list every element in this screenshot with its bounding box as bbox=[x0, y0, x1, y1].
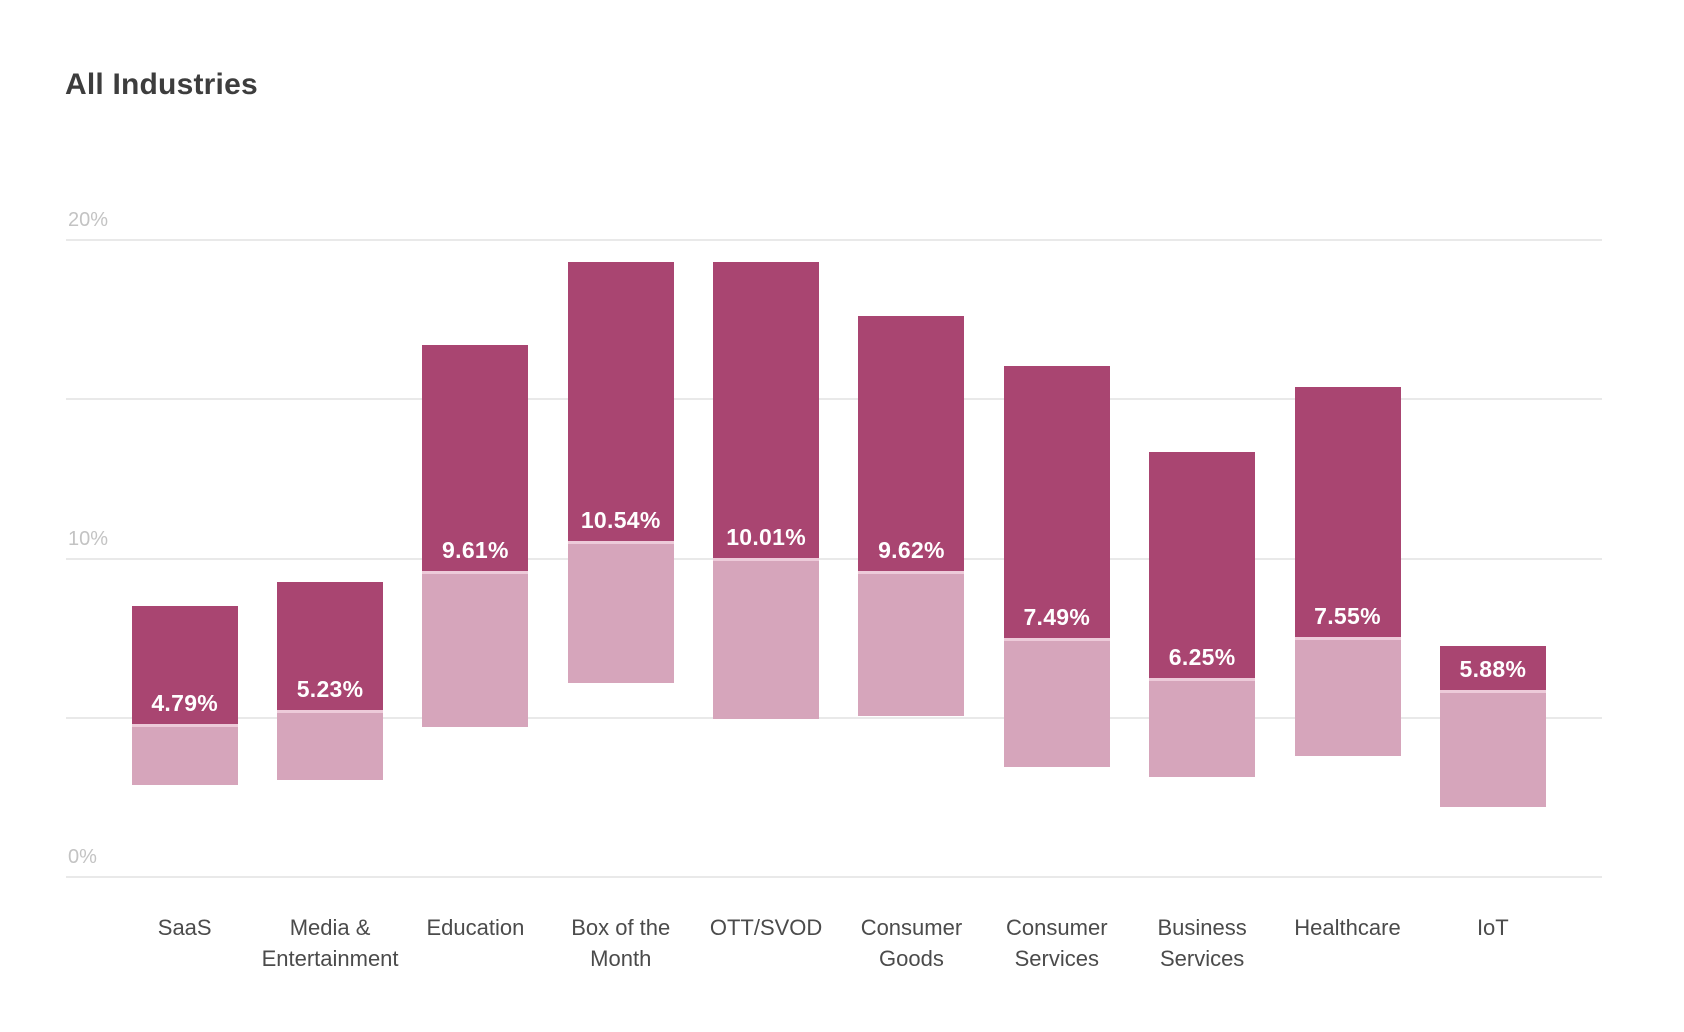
x-axis-label-line: OTT/SVOD bbox=[709, 915, 823, 940]
gridline-15pct bbox=[66, 398, 1602, 401]
x-axis-label-consumer-services: Consumer Services bbox=[962, 912, 1152, 974]
x-axis-label-line: Healthcare bbox=[1294, 915, 1401, 940]
x-axis-label-line: Month bbox=[590, 946, 652, 971]
bar-upper-segment-box-of-the-month[interactable]: 10.54% bbox=[567, 262, 674, 542]
bar-value-label-consumer-goods: 9.62% bbox=[878, 536, 945, 563]
x-axis-label-consumer-goods: Consumer Goods bbox=[816, 912, 1006, 974]
x-axis-label-line: Services bbox=[1014, 946, 1099, 971]
bar-value-label-iot: 5.88% bbox=[1459, 655, 1527, 682]
chart-title: All Industries bbox=[65, 68, 258, 101]
x-axis-label-line: Box of the bbox=[571, 915, 671, 940]
x-axis-label-line: SaaS bbox=[157, 915, 212, 940]
y-axis-tick-label-10pct: 10% bbox=[68, 527, 109, 550]
bar-lower-segment-iot[interactable] bbox=[1439, 689, 1546, 807]
bar-upper-segment-consumer-goods[interactable]: 9.62% bbox=[858, 316, 965, 571]
bar-value-label-media-entertainment: 5.23% bbox=[296, 676, 364, 703]
gridline-20pct bbox=[66, 239, 1602, 241]
bar-value-label-box-of-the-month: 10.54% bbox=[580, 507, 661, 534]
bar-lower-segment-consumer-services[interactable] bbox=[1003, 638, 1110, 768]
bar-value-label-consumer-services: 7.49% bbox=[1023, 604, 1091, 631]
bar-value-label-business-services: 6.25% bbox=[1168, 643, 1236, 670]
x-axis-label-education: Education bbox=[380, 912, 570, 943]
bar-lower-segment-saas[interactable] bbox=[131, 724, 238, 785]
bar-lower-segment-consumer-goods[interactable] bbox=[858, 570, 965, 717]
x-axis-label-saas: SaaS bbox=[90, 912, 280, 943]
x-axis-label-line: Business bbox=[1157, 915, 1247, 940]
bar-lower-segment-healthcare[interactable] bbox=[1294, 636, 1401, 756]
x-axis-label-iot: IoT bbox=[1398, 912, 1588, 943]
bar-value-label-ott-svod: 10.01% bbox=[726, 524, 806, 551]
bar-upper-segment-healthcare[interactable]: 7.55% bbox=[1294, 386, 1401, 637]
y-axis-tick-label-20pct: 20% bbox=[68, 209, 109, 231]
bar-lower-segment-business-services[interactable] bbox=[1149, 677, 1256, 777]
x-axis-label-line: Education bbox=[426, 915, 525, 940]
y-axis-tick-label-0pct: 0% bbox=[68, 846, 97, 868]
x-axis-label-ott-svod: OTT/SVOD bbox=[671, 912, 861, 943]
bar-lower-segment-education[interactable] bbox=[422, 570, 529, 728]
bar-lower-segment-box-of-the-month[interactable] bbox=[567, 541, 674, 683]
bar-upper-segment-media-entertainment[interactable]: 5.23% bbox=[277, 582, 384, 711]
x-axis-label-line: Entertainment bbox=[261, 946, 399, 971]
x-axis-label-media-entertainment: Media & Entertainment bbox=[235, 912, 425, 974]
x-axis-label-business-services: Business Services bbox=[1107, 912, 1297, 974]
x-axis-label-box-of-the-month: Box of the Month bbox=[526, 912, 716, 974]
x-axis-label-line: Consumer bbox=[1006, 915, 1108, 940]
x-axis-label-line: Goods bbox=[879, 946, 944, 971]
bar-value-label-healthcare: 7.55% bbox=[1314, 602, 1381, 629]
bar-upper-segment-business-services[interactable]: 6.25% bbox=[1149, 451, 1256, 678]
x-axis-label-line: IoT bbox=[1476, 915, 1509, 940]
bar-upper-segment-saas[interactable]: 4.79% bbox=[131, 606, 238, 725]
x-axis-label-line: Services bbox=[1159, 946, 1245, 971]
gridline-0pct bbox=[66, 876, 1602, 878]
bar-value-label-saas: 4.79% bbox=[151, 690, 219, 717]
x-axis-label-line: Media & bbox=[289, 915, 371, 940]
x-axis-label-healthcare: Healthcare bbox=[1253, 912, 1443, 943]
bar-upper-segment-education[interactable]: 9.61% bbox=[422, 345, 529, 571]
bar-value-label-education: 9.61% bbox=[442, 536, 509, 563]
bar-lower-segment-media-entertainment[interactable] bbox=[277, 710, 384, 780]
bar-upper-segment-consumer-services[interactable]: 7.49% bbox=[1003, 365, 1110, 639]
gridline-10pct bbox=[66, 557, 1602, 560]
bar-upper-segment-ott-svod[interactable]: 10.01% bbox=[713, 262, 820, 559]
gridline-5pct bbox=[66, 716, 1602, 719]
bar-lower-segment-ott-svod[interactable] bbox=[713, 558, 820, 720]
x-axis-label-line: Consumer bbox=[860, 915, 963, 940]
bar-upper-segment-iot[interactable]: 5.88% bbox=[1439, 645, 1546, 690]
